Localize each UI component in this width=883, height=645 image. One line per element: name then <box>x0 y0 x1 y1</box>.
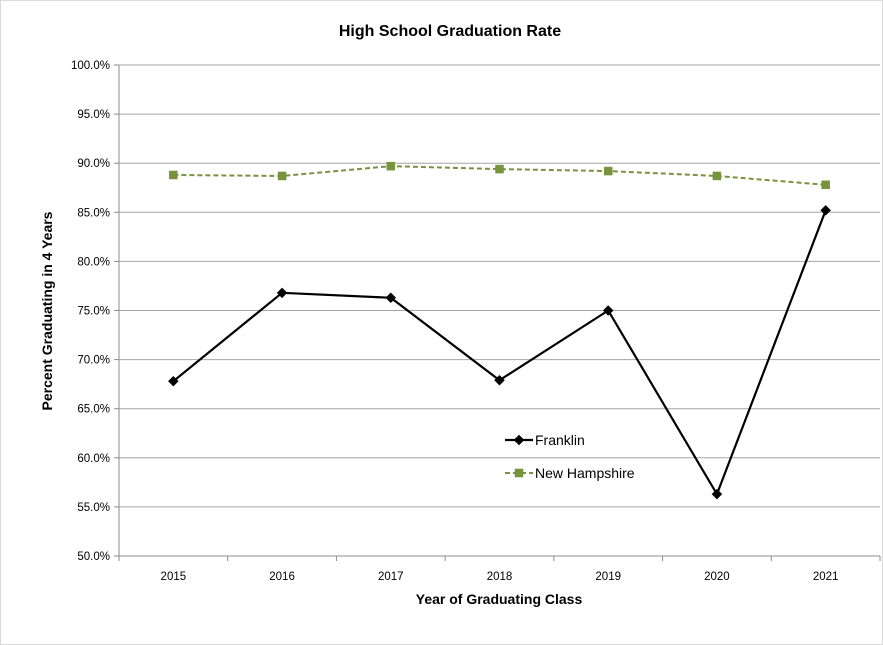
legend-item-new-hampshire: New Hampshire <box>505 465 635 481</box>
franklin-point <box>494 374 505 386</box>
y-tick-label: 100.0% <box>71 60 110 72</box>
y-tick-labels: 50.0% 55.0% 60.0% 65.0% 70.0% 75.0% 80.0% 85.0%… <box>71 60 110 563</box>
new-hampshire-point <box>821 180 830 190</box>
franklin-point <box>711 488 723 500</box>
y-tick-label: 90.0% <box>77 158 110 170</box>
y-tick-label: 65.0% <box>77 404 110 416</box>
new-hampshire-point <box>712 171 722 181</box>
legend-swatch-point <box>513 434 525 446</box>
y-tick-label: 70.0% <box>77 355 110 367</box>
series-franklin <box>168 204 831 500</box>
x-tick-labels: 2015 2016 2017 2018 2019 2020 2021 <box>161 571 839 583</box>
axes <box>114 64 881 561</box>
x-tick-label: 2021 <box>813 571 839 583</box>
new-hampshire-point <box>495 164 504 174</box>
franklin-point <box>168 375 179 387</box>
x-tick-label: 2016 <box>269 571 295 583</box>
new-hampshire-point <box>169 170 178 180</box>
legend: Franklin New Hampshire <box>505 432 635 481</box>
x-tick-label: 2015 <box>161 571 187 583</box>
y-tick-label: 80.0% <box>77 256 110 268</box>
franklin-point <box>276 287 288 299</box>
y-tick-label: 85.0% <box>77 207 110 219</box>
legend-swatch-point <box>514 468 524 478</box>
x-tick-label: 2020 <box>704 571 730 583</box>
y-tick-label: 50.0% <box>77 551 110 563</box>
franklin-point <box>385 292 397 304</box>
chart-title: High School Graduation Rate <box>339 23 561 40</box>
x-tick-label: 2018 <box>487 571 513 583</box>
y-tick-label: 95.0% <box>77 109 110 121</box>
y-tick-label: 75.0% <box>77 306 110 318</box>
series-new-hampshire <box>169 161 830 190</box>
x-axis-title: Year of Graduating Class <box>416 591 583 607</box>
x-tick-label: 2019 <box>595 571 621 583</box>
new-hampshire-point <box>386 161 396 171</box>
series <box>168 161 831 500</box>
franklin-point <box>820 204 831 216</box>
gridlines <box>119 64 880 557</box>
x-tick-label: 2017 <box>378 571 404 583</box>
legend-item-franklin: Franklin <box>505 432 585 448</box>
franklin-line <box>172 209 827 497</box>
y-tick-label: 60.0% <box>77 453 110 465</box>
y-axis-title: Percent Graduating in 4 Years <box>39 211 55 410</box>
y-tick-label: 55.0% <box>77 502 110 514</box>
new-hampshire-point <box>603 166 613 176</box>
legend-label: New Hampshire <box>535 465 635 481</box>
franklin-point <box>602 305 614 316</box>
new-hampshire-point <box>277 171 287 181</box>
legend-label: Franklin <box>535 432 585 448</box>
